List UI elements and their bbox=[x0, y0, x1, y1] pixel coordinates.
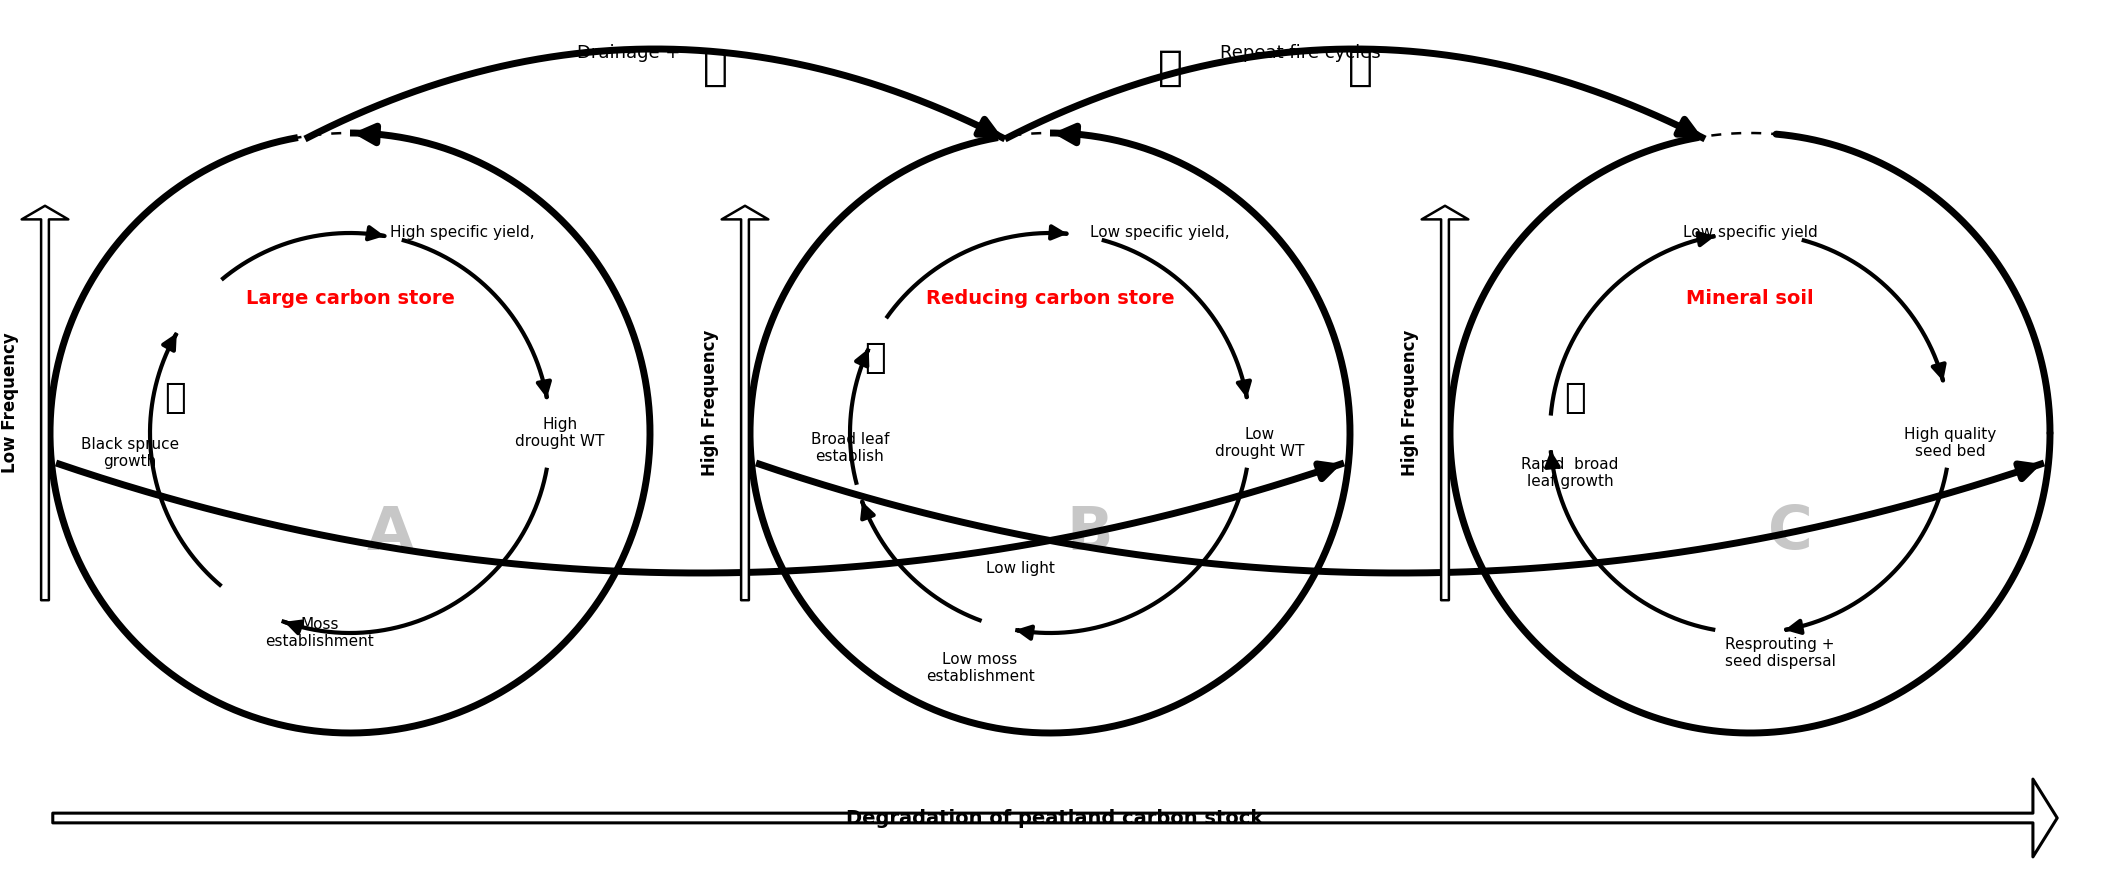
Text: Low Frequency: Low Frequency bbox=[0, 333, 19, 473]
Text: 🔥: 🔥 bbox=[165, 381, 186, 415]
Text: Resprouting +
seed dispersal: Resprouting + seed dispersal bbox=[1724, 637, 1836, 669]
Text: Drainage +: Drainage + bbox=[576, 44, 679, 62]
Text: High Frequency: High Frequency bbox=[1401, 330, 1420, 476]
Text: Low moss
establishment: Low moss establishment bbox=[926, 652, 1034, 684]
Text: Large carbon store: Large carbon store bbox=[245, 289, 454, 307]
Text: Black spruce
growth: Black spruce growth bbox=[80, 437, 179, 469]
Text: High quality
seed bed: High quality seed bed bbox=[1903, 426, 1996, 459]
Text: 🔥: 🔥 bbox=[1348, 47, 1372, 89]
Text: 🔥: 🔥 bbox=[703, 47, 728, 89]
Text: High
drought WT: High drought WT bbox=[515, 417, 606, 449]
Text: Rapid  broad
leaf growth: Rapid broad leaf growth bbox=[1521, 457, 1618, 489]
Text: 🔥: 🔥 bbox=[865, 341, 886, 375]
Text: Repeat fire cycles: Repeat fire cycles bbox=[1220, 44, 1380, 62]
Text: Moss
establishment: Moss establishment bbox=[266, 617, 373, 649]
Text: Reducing carbon store: Reducing carbon store bbox=[926, 289, 1175, 307]
Text: Degradation of peatland carbon stock: Degradation of peatland carbon stock bbox=[846, 809, 1264, 827]
Text: Low
drought WT: Low drought WT bbox=[1215, 426, 1304, 459]
Text: High Frequency: High Frequency bbox=[701, 330, 720, 476]
Text: 🔥: 🔥 bbox=[1158, 47, 1182, 89]
Text: High specific yield,: High specific yield, bbox=[390, 225, 534, 240]
Text: B: B bbox=[1068, 503, 1114, 562]
Text: Low specific yield: Low specific yield bbox=[1682, 225, 1817, 240]
Text: Low light: Low light bbox=[985, 561, 1055, 576]
Text: 🔥: 🔥 bbox=[1564, 381, 1587, 415]
Text: C: C bbox=[1768, 503, 1812, 562]
Text: Broad leaf
establish: Broad leaf establish bbox=[810, 432, 888, 464]
Text: Low specific yield,: Low specific yield, bbox=[1091, 225, 1230, 240]
Text: Mineral soil: Mineral soil bbox=[1686, 289, 1815, 307]
Text: A: A bbox=[367, 503, 414, 562]
